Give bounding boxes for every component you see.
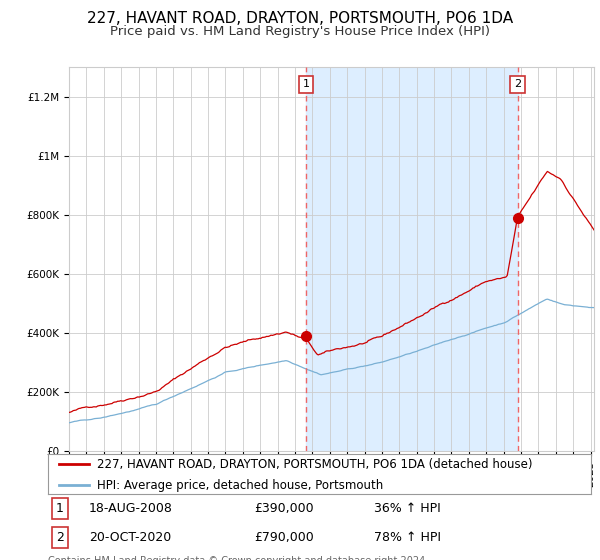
Text: 20-OCT-2020: 20-OCT-2020 [89, 531, 171, 544]
Text: 18-AUG-2008: 18-AUG-2008 [89, 502, 173, 515]
Text: 1: 1 [302, 80, 310, 90]
Text: Price paid vs. HM Land Registry's House Price Index (HPI): Price paid vs. HM Land Registry's House … [110, 25, 490, 38]
Text: 2: 2 [514, 80, 521, 90]
Text: 1: 1 [56, 502, 64, 515]
Text: 2: 2 [56, 531, 64, 544]
Text: 36% ↑ HPI: 36% ↑ HPI [374, 502, 440, 515]
Text: £790,000: £790,000 [254, 531, 314, 544]
Text: 227, HAVANT ROAD, DRAYTON, PORTSMOUTH, PO6 1DA: 227, HAVANT ROAD, DRAYTON, PORTSMOUTH, P… [87, 11, 513, 26]
Text: 227, HAVANT ROAD, DRAYTON, PORTSMOUTH, PO6 1DA (detached house): 227, HAVANT ROAD, DRAYTON, PORTSMOUTH, P… [97, 458, 532, 471]
Text: £390,000: £390,000 [254, 502, 314, 515]
Bar [306, 67, 518, 451]
Text: HPI: Average price, detached house, Portsmouth: HPI: Average price, detached house, Port… [97, 479, 383, 492]
Text: Contains HM Land Registry data © Crown copyright and database right 2024.
This d: Contains HM Land Registry data © Crown c… [48, 556, 428, 560]
Text: 78% ↑ HPI: 78% ↑ HPI [374, 531, 441, 544]
